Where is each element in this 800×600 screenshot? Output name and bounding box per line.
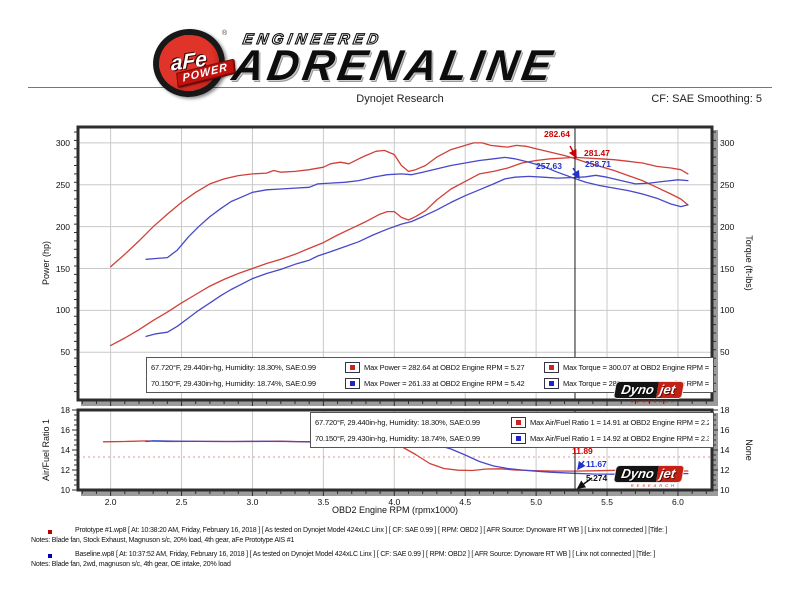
power-tick-label: 150 [55,263,70,274]
legend-row-prototype: 67.720°F, 29.440in-hg, Humidity: 18.30%,… [147,359,713,375]
legend-row-prototype: 67.720°F, 29.440in-hg, Humidity: 18.30%,… [311,414,713,430]
torque-tick-label: 50 [720,347,730,358]
run-bullet-blue [48,554,52,558]
dynojet-logo: Dyno jet RESEARCH [612,465,685,488]
torque-tick-label: 150 [720,263,735,274]
max-afr-readout: Max Air/Fuel Ratio 1 = 14.91 at OBD2 Eng… [530,417,709,427]
legend-row-baseline: 70.150°F, 29.430in-hg, Humidity: 18.74%,… [311,430,713,446]
max-afr-readout: Max Air/Fuel Ratio 1 = 14.92 at OBD2 Eng… [530,433,709,443]
dynojet-logo-dyno: Dyno [612,465,659,483]
report-title: Dynojet Research [356,93,444,105]
run-bullet-red [48,530,52,534]
series-swatch-blue [511,432,526,444]
afr-tick-label-right: 12 [720,465,730,475]
series-swatch-red [511,416,526,428]
max-power-readout: Max Power = 282.64 at OBD2 Engine RPM = … [364,362,525,372]
rpm-tick-label: 3.0 [246,497,259,507]
afr-tick-label-right: 10 [720,485,730,495]
cursor-value-label: 258.71 [584,159,611,170]
torque-tick-label: 250 [720,179,735,190]
registered-mark: ® [222,30,228,37]
afr-tick-label: 14 [60,445,70,455]
power-tick-label: 250 [55,179,70,190]
header-divider [28,87,772,88]
max-torque-readout: Max Torque = 300.07 at OBD2 Engine RPM =… [563,362,709,372]
power-tick-label: 300 [55,137,70,148]
run-environment: 70.150°F, 29.430in-hg, Humidity: 18.74%,… [315,433,480,443]
afr-tick-label: 18 [60,405,70,415]
afr-tick-label-right: 14 [720,445,730,455]
rpm-tick-label: 2.0 [104,497,117,507]
rpm-axis-title: OBD2 Engine RPM (rpmx1000) [331,505,459,515]
power-tick-label: 100 [55,305,70,316]
dynojet-logo-dyno: Dyno [612,381,659,399]
cursor-value-label: 11.67 [585,459,607,470]
afr-tick-label-right: 18 [720,405,730,415]
rpm-tick-label: 2.5 [175,497,188,507]
rpm-tick-label: 5.5 [601,497,613,507]
torque-tick-label: 300 [720,137,735,148]
max-power-readout: Max Power = 261.33 at OBD2 Engine RPM = … [364,378,525,388]
run-info-line: Prototype #1.wp8 [ At: 10:38:20 AM, Frid… [75,527,668,534]
series-swatch-blue [345,377,360,389]
logo-adrenaline: ADRENALINE [228,42,560,90]
afr-tick-label: 12 [60,465,70,475]
afr-tick-label: 16 [60,425,70,435]
rpm-tick-label: 4.0 [388,497,401,507]
power-tick-label: 50 [60,347,70,358]
run-notes-line: Notes: Blade fan, 2wd, magnuson s/c, 4th… [31,561,231,568]
cursor-value-label: 11.89 [571,446,593,457]
dynojet-logo-research: RESEARCH [630,483,678,488]
afr-tick-label: 10 [60,485,70,495]
torque-tick-label: 100 [720,305,735,316]
afr-tick-label-right: 16 [720,425,730,435]
rpm-tick-label: 3.5 [317,497,330,507]
smoothing-setting: CF: SAE Smoothing: 5 [651,93,762,105]
rpm-tick-label: 5.0 [530,497,543,507]
power-tick-label: 200 [55,221,70,232]
run-notes-line: Notes: Blade fan, Stock Exhaust, Magnuso… [31,537,295,544]
run-info-line: Baseline.wp8 [ At: 10:37:52 AM, Friday, … [75,551,656,558]
dynojet-logo-jet: jet [655,465,685,483]
run-environment: 67.720°F, 29.440in-hg, Humidity: 18.30%,… [315,417,480,427]
run-environment: 70.150°F, 29.430in-hg, Humidity: 18.74%,… [151,378,316,388]
afr-chart-legend: 67.720°F, 29.440in-hg, Humidity: 18.30%,… [310,412,714,448]
cursor-value-label: 5.274 [585,473,608,483]
dynojet-logo-jet: jet [655,381,685,399]
cursor-value-label: 281.47 [583,148,610,159]
series-swatch-red [345,361,360,373]
torque-tick-label: 200 [720,221,735,232]
dynojet-logo-research: RESEARCH [630,399,678,404]
dynojet-logo: Dyno jet RESEARCH [612,381,685,404]
rpm-tick-label: 6.0 [672,497,684,507]
cursor-value-label: 257.63 [535,161,562,172]
cursor-value-label: 282.64 [543,129,570,140]
run-environment: 67.720°F, 29.440in-hg, Humidity: 18.30%,… [151,362,316,372]
rpm-tick-label: 4.5 [459,497,472,507]
series-swatch-blue [544,377,559,389]
series-swatch-red [544,361,559,373]
